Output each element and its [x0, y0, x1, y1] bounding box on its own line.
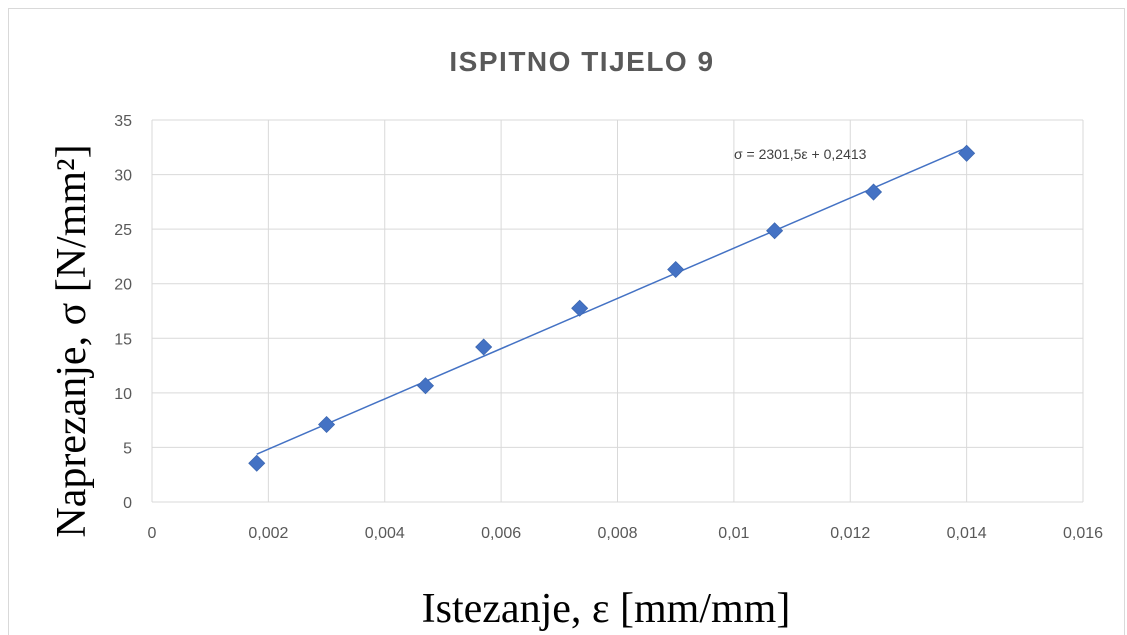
- chart-area: [8, 8, 1125, 635]
- data-point: [416, 377, 435, 395]
- y-tick-label: 30: [114, 168, 132, 185]
- data-point: [864, 183, 883, 201]
- data-point: [475, 338, 493, 356]
- y-tick-label: 5: [123, 440, 132, 457]
- x-tick-label: 0,002: [248, 525, 288, 542]
- gridlines: [151, 119, 1084, 503]
- y-tick-label: 35: [114, 113, 132, 130]
- y-tick-labels: 0 5 10 15 20 25 30 35: [114, 113, 132, 512]
- x-tick-label: 0: [148, 525, 157, 542]
- x-tick-label: 0,008: [597, 525, 637, 542]
- chart-title: ISPITNO TIJELO 9: [449, 46, 714, 77]
- x-tick-labels: 0 0,002 0,004 0,006 0,008 0,01 0,012 0,014 0,016: [148, 525, 1104, 542]
- trendline-equation: σ = 2301,5ε + 0,2413: [734, 146, 867, 162]
- x-tick-label: 0,012: [830, 525, 870, 542]
- x-tick-label: 0,016: [1063, 525, 1103, 542]
- data-points: [248, 144, 976, 472]
- data-point: [571, 299, 589, 317]
- x-axis-title: Istezanje, ε [mm/mm]: [422, 586, 791, 632]
- x-tick-label: 0,004: [365, 525, 405, 542]
- y-tick-label: 25: [114, 222, 132, 239]
- x-tick-label: 0,006: [481, 525, 521, 542]
- y-tick-label: 20: [114, 277, 132, 294]
- x-tick-label: 0,014: [947, 525, 987, 542]
- data-point: [667, 260, 685, 279]
- data-point: [766, 222, 784, 240]
- data-point: [318, 415, 336, 434]
- y-tick-label: 0: [123, 495, 132, 512]
- data-point: [958, 144, 976, 162]
- data-point: [248, 454, 266, 472]
- y-tick-label: 10: [114, 386, 132, 403]
- y-tick-label: 15: [114, 331, 132, 348]
- trendline: [256, 147, 967, 455]
- x-tick-label: 0,01: [718, 525, 749, 542]
- y-axis-title: Naprezanje, σ [N/mm²]: [49, 144, 95, 537]
